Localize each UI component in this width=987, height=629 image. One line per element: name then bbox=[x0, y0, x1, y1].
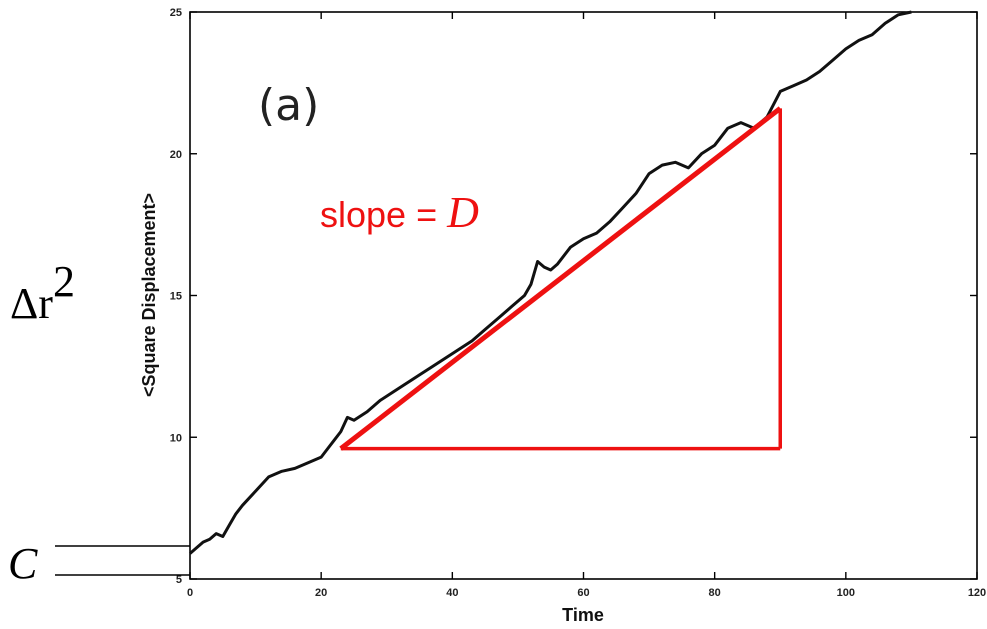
slope-label: slope = bbox=[320, 194, 447, 235]
x-tick-label: 0 bbox=[187, 587, 193, 599]
y-tick-label: 15 bbox=[170, 291, 182, 303]
x-tick-label: 80 bbox=[709, 587, 721, 599]
delta-r-exponent: 2 bbox=[53, 257, 75, 306]
x-tick-label: 100 bbox=[837, 587, 855, 599]
slope-variable: D bbox=[446, 188, 479, 237]
x-tick-label: 40 bbox=[446, 587, 458, 599]
delta-r-label: Δr bbox=[10, 279, 53, 328]
data-line bbox=[189, 10, 912, 555]
slope-triangle bbox=[339, 106, 782, 451]
slope-annotation: slope = D bbox=[320, 188, 479, 237]
slope-line bbox=[339, 106, 782, 451]
y-tick-label: 20 bbox=[170, 149, 182, 161]
panel-label: (a) bbox=[258, 80, 319, 131]
x-axis-label: Time bbox=[562, 605, 604, 625]
y-tick-label: 10 bbox=[170, 432, 182, 444]
y-axis-label: <Square Displacement> bbox=[139, 193, 159, 397]
x-tick-label: 120 bbox=[968, 587, 986, 599]
y-tick-label: 5 bbox=[176, 574, 182, 586]
x-tick-label: 20 bbox=[315, 587, 327, 599]
tick-labels: 0 20 40 60 80 100 120 5 10 15 20 25 bbox=[170, 7, 986, 599]
x-tick-label: 60 bbox=[577, 587, 589, 599]
intercept-label: C bbox=[8, 539, 38, 588]
y-tick-label: 25 bbox=[170, 7, 182, 19]
axis-ticks bbox=[189, 11, 978, 580]
y-variable-label: Δr2 bbox=[10, 257, 75, 328]
